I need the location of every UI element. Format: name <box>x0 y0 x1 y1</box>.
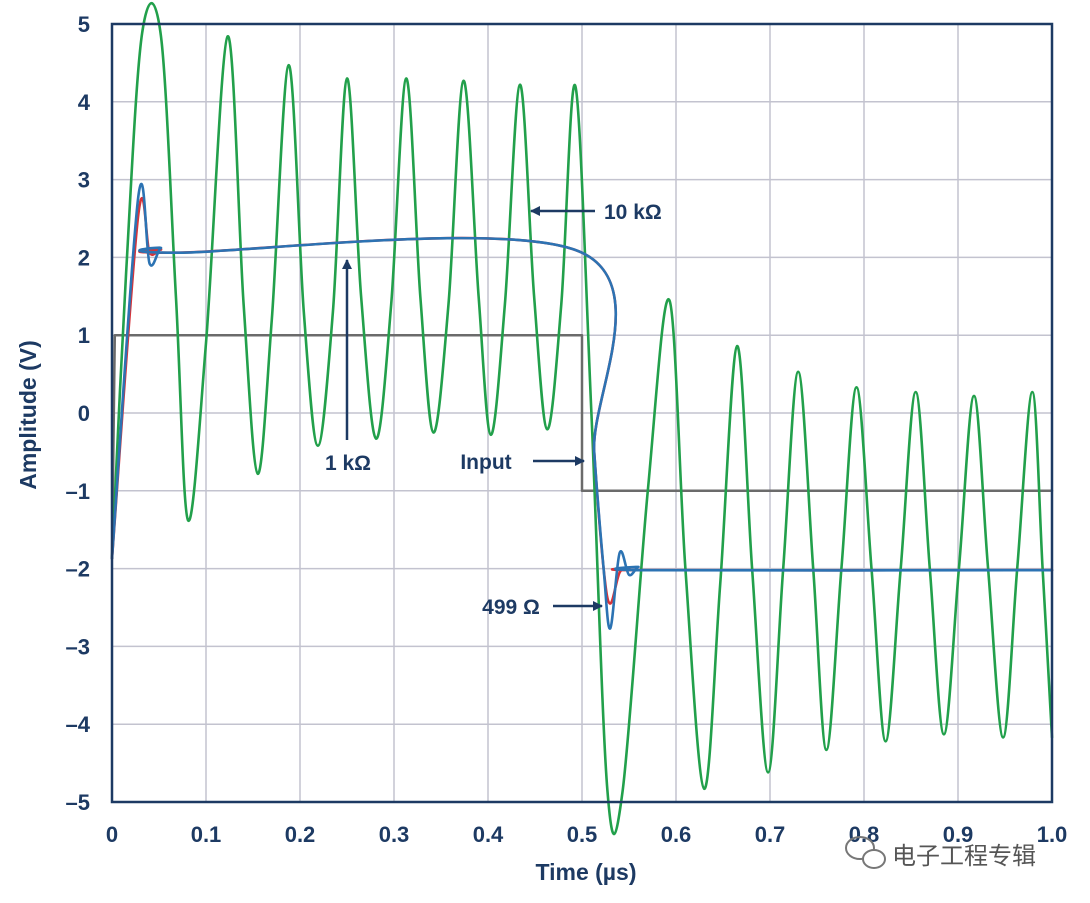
plot-frame <box>110 22 1054 804</box>
y-tick-label: 0 <box>78 401 90 426</box>
annotation-label: 1 kΩ <box>325 452 371 475</box>
series-line-10k <box>110 1 1054 836</box>
y-tick-label: –1 <box>66 479 90 504</box>
x-tick-label: 0.2 <box>285 822 316 847</box>
y-tick-label: 2 <box>78 245 90 270</box>
y-tick-label: 4 <box>78 90 91 115</box>
x-tick-label: 0.3 <box>379 822 410 847</box>
y-tick-label: 3 <box>78 168 90 193</box>
series-lines <box>110 1 1054 836</box>
y-tick-label: 5 <box>78 12 90 37</box>
y-tick-label: –2 <box>66 557 90 582</box>
x-tick-label: 0.7 <box>755 822 786 847</box>
y-tick-label: 1 <box>78 323 90 348</box>
x-tick-label: 0.6 <box>661 822 692 847</box>
series-line-1k <box>110 182 1054 630</box>
watermark: 电子工程专辑 <box>845 836 1036 870</box>
y-tick-label: –3 <box>66 634 90 659</box>
y-tick-labels: 5 4 3 2 1 0 –1 –2 –3 –4 –5 <box>66 12 91 815</box>
annotation-label: 499 Ω <box>482 596 540 619</box>
x-tick-labels: 0 0.1 0.2 0.3 0.4 0.5 0.6 0.7 0.8 0.9 1.0 <box>106 822 1067 847</box>
annotation-label: Input <box>460 451 511 474</box>
y-axis-title: Amplitude (V) <box>15 340 41 490</box>
wechat-icon <box>845 836 886 869</box>
x-tick-label: 0.1 <box>191 822 222 847</box>
y-tick-label: –4 <box>66 712 91 737</box>
y-tick-label: –5 <box>66 790 90 815</box>
x-tick-label: 0.8 <box>849 822 880 847</box>
series-line-input <box>110 333 1054 560</box>
watermark-text: 电子工程专辑 <box>892 842 1036 870</box>
annotations: 10 kΩ 1 kΩ Input 499 Ω <box>325 201 662 619</box>
x-axis-title: Time (µs) <box>535 859 636 885</box>
x-tick-label: 0.4 <box>473 822 504 847</box>
x-tick-label: 0.9 <box>943 822 974 847</box>
x-tick-label: 0.5 <box>567 822 598 847</box>
annotation-label: 10 kΩ <box>604 201 662 224</box>
x-tick-label: 0 <box>106 822 118 847</box>
x-tick-label: 1.0 <box>1037 822 1068 847</box>
